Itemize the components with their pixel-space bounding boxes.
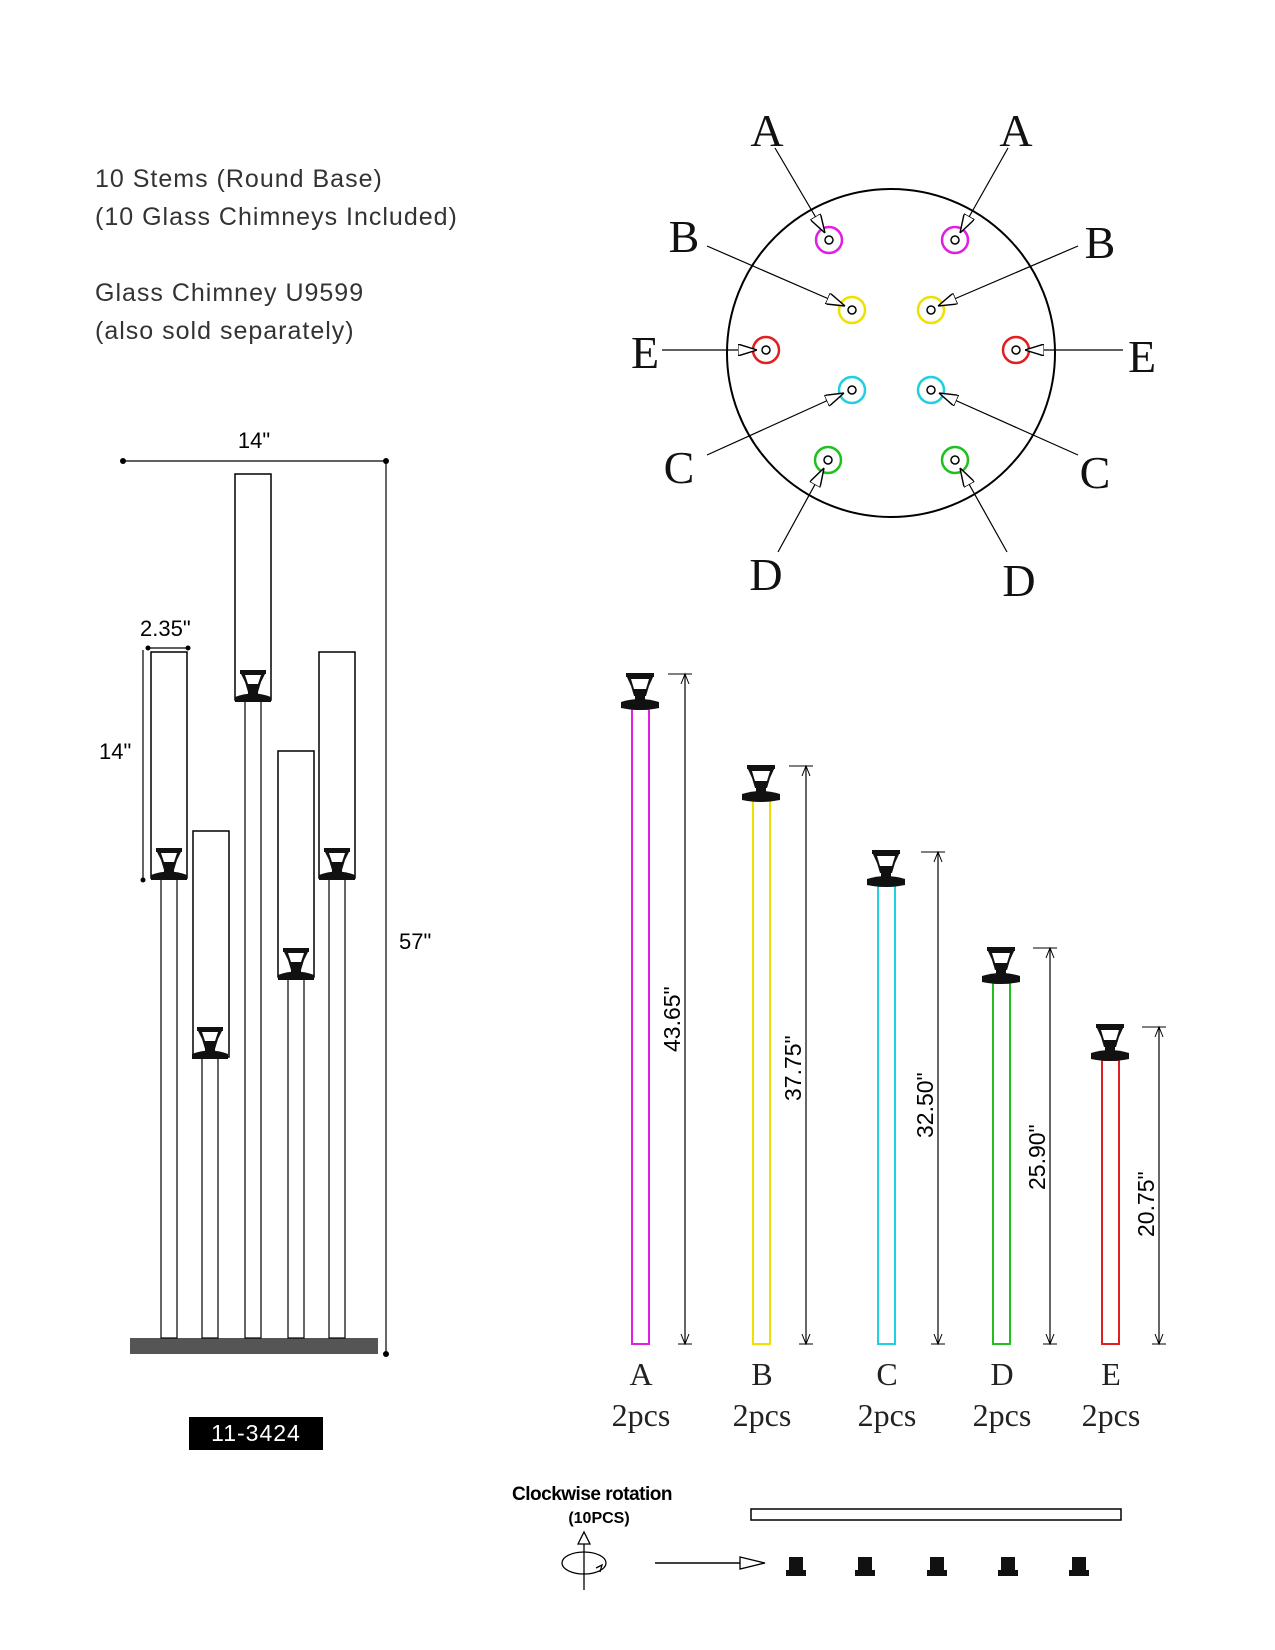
stem-a-label: A <box>629 1356 652 1392</box>
stem-e-qty: 2pcs <box>1082 1397 1141 1433</box>
chimney-model-line: Glass Chimney U9599 <box>95 279 365 307</box>
stem-d-label: D <box>990 1356 1013 1392</box>
stem-b-length: 37.75" <box>780 1035 806 1101</box>
bolt-icon <box>927 1557 947 1576</box>
position-d-left <box>813 445 843 475</box>
stem-d-qty: 2pcs <box>973 1397 1032 1433</box>
product-description: 10 Stems (Round Base) (10 Glass Chimneys… <box>95 160 458 236</box>
top-label-b-left: B <box>669 211 700 262</box>
chimney-height-label: 14" <box>99 739 131 764</box>
top-label-b-right: B <box>1085 217 1116 268</box>
stem-d-length: 25.90" <box>1024 1124 1050 1190</box>
stem-e-label: E <box>1101 1356 1121 1392</box>
stem-c-label: C <box>876 1356 897 1392</box>
chimneys-included-line: (10 Glass Chimneys Included) <box>95 203 458 231</box>
top-label-e-right: E <box>1128 331 1156 382</box>
assembly-section: Clockwise rotation (10PCS) <box>512 1484 1122 1590</box>
stem-set: 43.65" 37.75" 32.50" <box>612 672 1166 1433</box>
bolts <box>786 1557 1089 1576</box>
width-label: 14" <box>238 428 270 453</box>
candelabra-base <box>130 1338 378 1354</box>
chimney-info: Glass Chimney U9599 (also sold separatel… <box>95 274 364 350</box>
product-code-badge: 11-3424 <box>189 1417 323 1450</box>
bolt-icon <box>1069 1557 1089 1576</box>
position-b-right <box>916 295 946 325</box>
stem-a: 43.65" <box>621 672 692 1346</box>
position-d-right <box>940 445 970 475</box>
bolt-icon <box>855 1557 875 1576</box>
position-a-right <box>940 225 970 255</box>
stem-d: 25.90" <box>982 946 1057 1346</box>
top-label-d-left: D <box>749 549 782 600</box>
stems-line: 10 Stems (Round Base) <box>95 165 383 193</box>
height-label: 57" <box>399 929 431 954</box>
round-base-outline <box>726 188 1056 518</box>
top-label-d-right: D <box>1002 555 1035 606</box>
bolt-icon <box>998 1557 1018 1576</box>
position-c-right <box>916 375 946 405</box>
pieces-count-label: (10PCS) <box>568 1510 629 1527</box>
chimney-diameter-label: 2.35" <box>140 616 191 641</box>
top-label-e-left: E <box>631 327 659 378</box>
stem-a-qty: 2pcs <box>612 1397 671 1433</box>
stem-e: 20.75" <box>1091 1024 1166 1346</box>
stem-c: 32.50" <box>867 850 945 1346</box>
side-view: 14" 57" 2.35" 14" <box>99 428 431 1357</box>
top-label-c-left: C <box>664 442 695 493</box>
stem-rod <box>750 1508 1122 1521</box>
sold-separately-line: (also sold separately) <box>95 317 355 345</box>
top-view: A A B B E E C C D D <box>631 105 1156 606</box>
top-label-a-left: A <box>750 105 783 156</box>
stem-a-length: 43.65" <box>659 986 685 1052</box>
stem-b-label: B <box>751 1356 772 1392</box>
stem-b-qty: 2pcs <box>733 1397 792 1433</box>
position-c-left <box>837 375 867 405</box>
rotation-icon <box>561 1530 607 1590</box>
top-label-c-right: C <box>1080 447 1111 498</box>
rotation-label: Clockwise rotation <box>512 1484 672 1505</box>
bolt-icon <box>786 1557 806 1576</box>
top-label-a-right: A <box>999 105 1032 156</box>
position-b-left <box>837 295 867 325</box>
position-a-left <box>814 225 844 255</box>
side-stems <box>160 699 346 1339</box>
stem-b: 37.75" <box>742 764 813 1346</box>
stem-e-length: 20.75" <box>1133 1171 1159 1237</box>
stem-c-length: 32.50" <box>912 1072 938 1138</box>
stem-c-qty: 2pcs <box>858 1397 917 1433</box>
